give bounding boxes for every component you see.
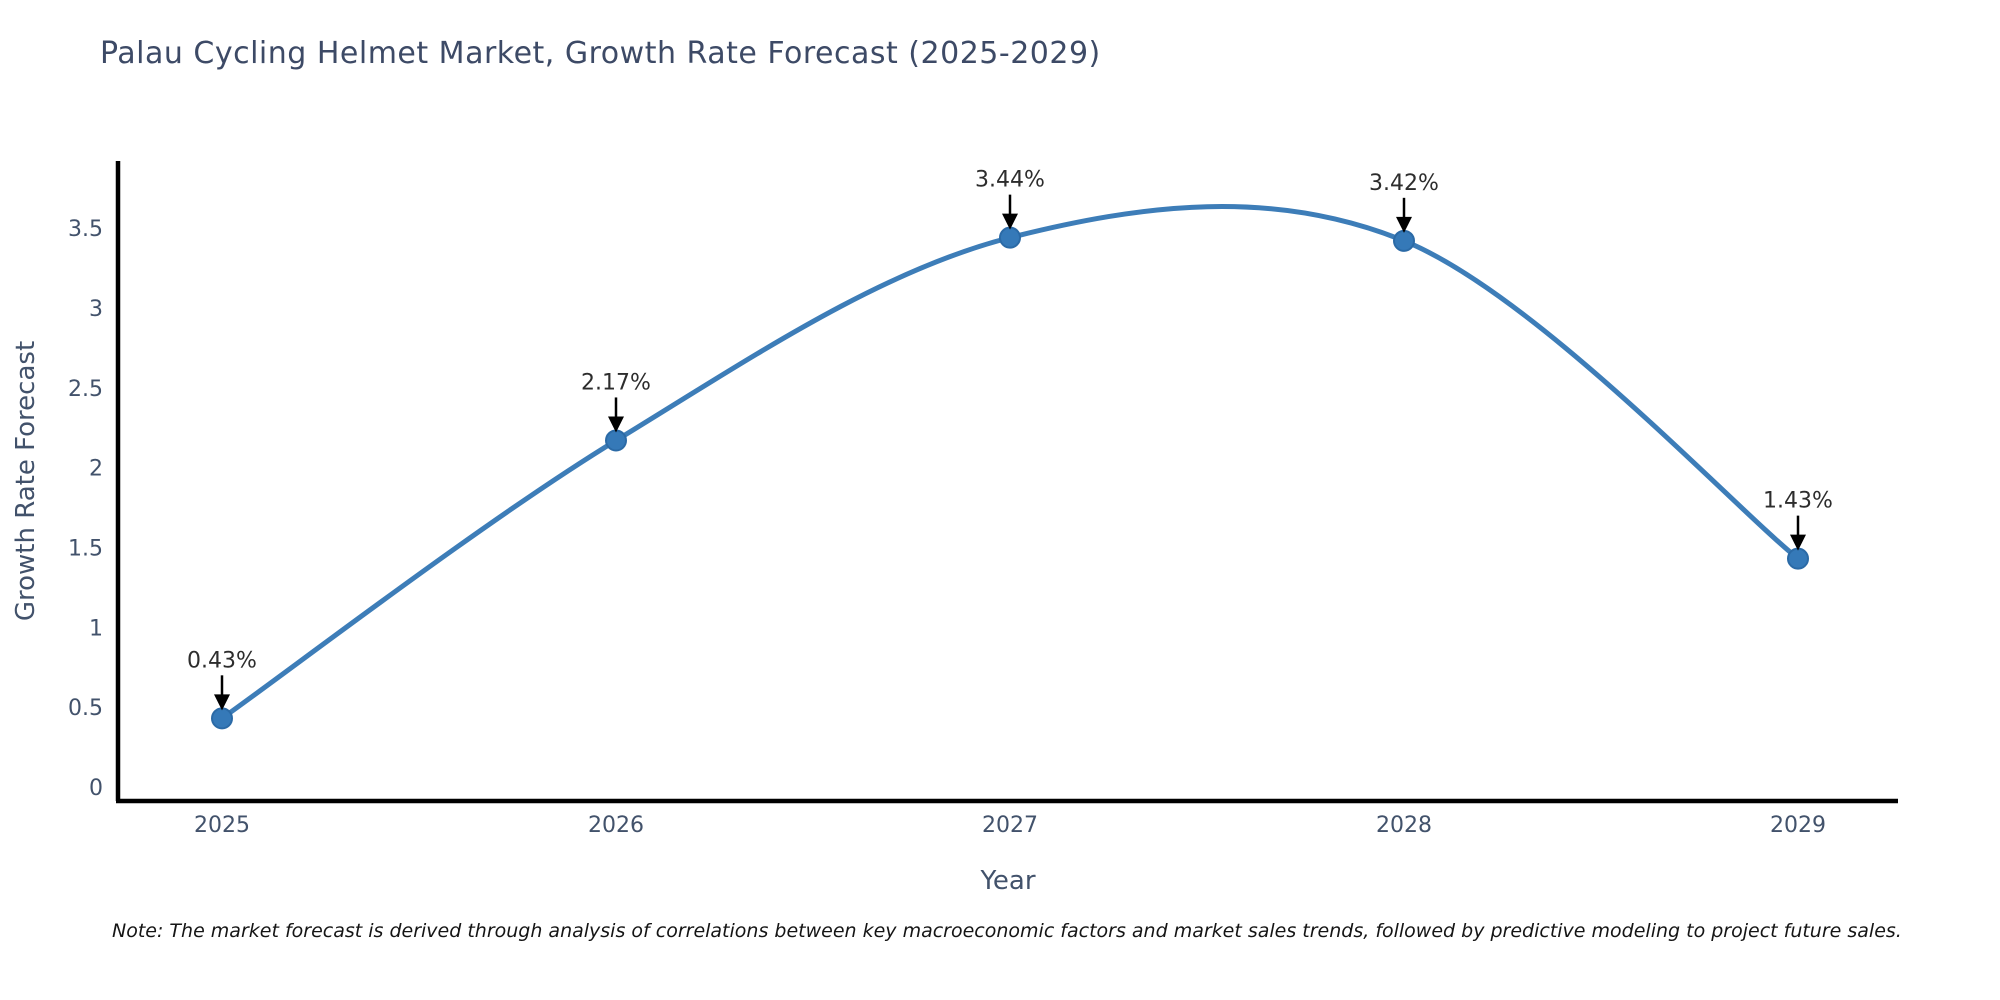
y-tick-label: 3.5: [68, 217, 103, 242]
annotation-arrow-head: [1396, 216, 1412, 233]
y-tick-label: 1: [89, 616, 103, 641]
y-tick-label: 0: [89, 776, 103, 801]
data-point: [999, 226, 1021, 249]
y-tick-label: 0.5: [68, 696, 103, 721]
annotation-arrow-head: [214, 694, 230, 711]
data-point: [1787, 547, 1809, 570]
x-tick-label: 2027: [982, 813, 1038, 838]
data-point: [1393, 229, 1415, 252]
data-point-label: 3.44%: [975, 168, 1045, 193]
annotation-arrow-head: [1790, 534, 1806, 551]
x-tick-label: 2028: [1376, 813, 1432, 838]
footnote: Note: The market forecast is derived thr…: [112, 920, 1902, 942]
data-point-label: 2.17%: [581, 370, 651, 395]
y-tick-label: 2.5: [68, 377, 103, 402]
y-tick-label: 1.5: [68, 536, 103, 561]
annotation-arrow-head: [608, 416, 624, 433]
x-tick-label: 2026: [588, 813, 644, 838]
data-point-label: 3.42%: [1369, 171, 1439, 196]
forecast-line: [219, 204, 1801, 721]
chart-title: Palau Cycling Helmet Market, Growth Rate…: [100, 36, 1101, 71]
data-point: [605, 429, 627, 452]
y-tick-label: 2: [89, 457, 103, 482]
data-point: [211, 707, 233, 730]
x-tick-label: 2025: [194, 813, 250, 838]
data-point-label: 1.43%: [1763, 489, 1833, 514]
data-point-label: 0.43%: [187, 648, 257, 673]
x-tick-label: 2029: [1770, 813, 1826, 838]
annotation-arrow-head: [1002, 213, 1018, 230]
y-tick-label: 3: [89, 297, 103, 322]
x-axis-title: Year: [980, 866, 1036, 896]
